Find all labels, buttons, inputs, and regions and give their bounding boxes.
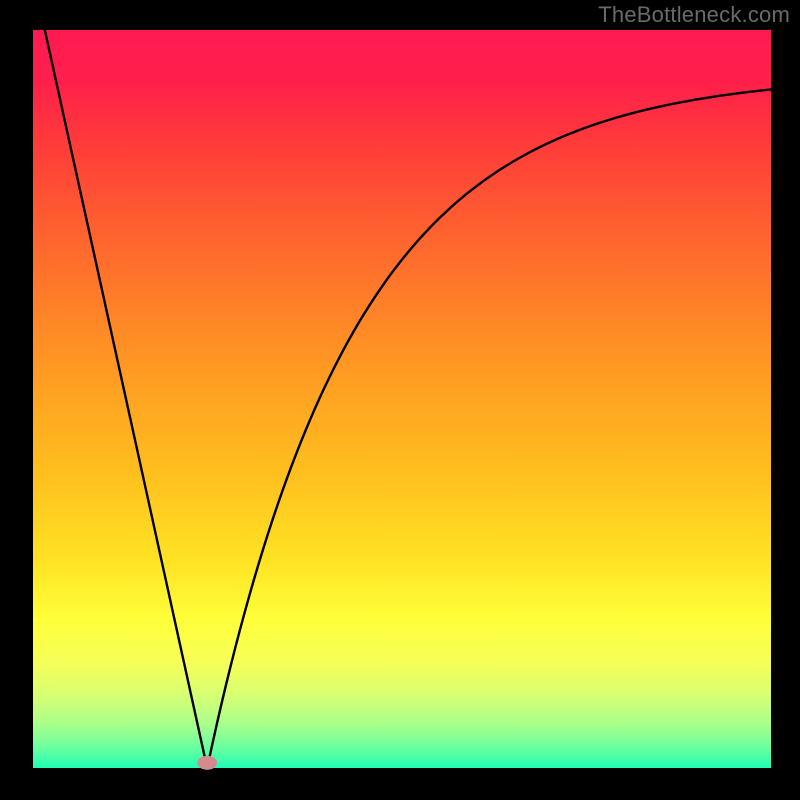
watermark-text: TheBottleneck.com — [598, 2, 790, 28]
plot-background — [33, 30, 771, 768]
dip-marker — [197, 756, 217, 770]
bottleneck-chart — [0, 0, 800, 800]
